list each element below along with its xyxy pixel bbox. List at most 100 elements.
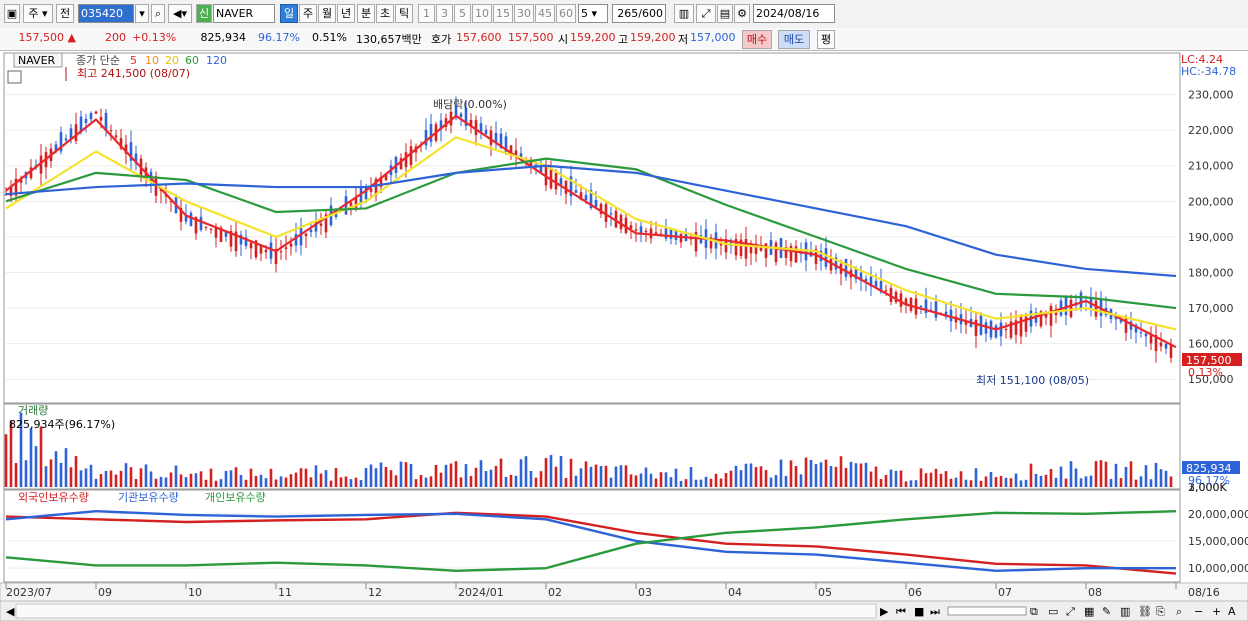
save-icon[interactable]: ▤ [717,4,733,23]
interval-10[interactable]: 10 [472,4,492,23]
stop-icon[interactable]: ■ [914,605,924,618]
volume-bar [1159,469,1163,487]
candle-body [1164,343,1168,349]
volume-bar [169,472,173,487]
quote-bar: 157,500 ▲ 200 +0.13% 825,934 96.17% 0.51… [0,28,1248,51]
volume-bar [744,463,748,487]
code-input[interactable]: 035420 [78,4,134,23]
volume-bar [1124,466,1128,487]
period-month[interactable]: 월 [318,4,336,23]
volume-bar [299,468,303,487]
candle-body [754,243,758,255]
panel-menu-icon[interactable] [7,70,22,84]
volume-bar [44,466,48,487]
interval-5[interactable]: 5 [454,4,471,23]
candle-body [749,243,753,254]
volume-bar [79,470,83,487]
scroll-right-icon[interactable]: ▶ [880,605,889,618]
current-price-tag [1182,353,1242,366]
interval-1[interactable]: 1 [418,4,435,23]
candle-body [249,242,253,249]
candle-body [399,158,403,170]
drawing-icon[interactable]: ✎ [1102,605,1111,618]
font-size-icon[interactable]: A [1228,605,1236,618]
volume-bar [1014,473,1018,487]
volume-tick-label: 2,000K [1188,481,1227,494]
first-page-icon[interactable]: ⏮ [896,605,906,618]
volume-bar [779,459,783,487]
last-page-icon[interactable]: ⏭ [930,605,940,618]
volume-bar [379,462,383,487]
period-week[interactable]: 주 [299,4,317,23]
volume-bar [239,474,243,487]
volume-bar [784,475,788,487]
candle-body [1094,300,1098,317]
bars-icon[interactable]: ▥ [1120,605,1130,618]
scroll-track[interactable] [15,603,877,619]
volume-bar [964,479,968,487]
candle-icon[interactable]: ▥ [674,4,694,23]
compare-icon[interactable]: ⤢ [696,4,716,23]
volume-bar [409,463,413,487]
interval-select[interactable]: 5 ▾ [578,4,608,23]
grid-icon[interactable]: ▦ [1084,605,1094,618]
zoom-slider[interactable] [947,606,1027,616]
volume-bar [1154,462,1158,487]
candle-body [84,118,88,123]
candle-body [514,150,518,157]
zoom-out-icon[interactable]: − [1194,605,1203,618]
mode-button[interactable]: 전 [56,4,74,23]
gear-icon[interactable]: ⚙ [734,4,750,23]
legend-foreign: 외국인보유수량 [18,491,89,504]
candle-body [624,217,628,234]
volume-bar [994,477,998,487]
volume-bar [664,472,668,487]
volume-bar [909,480,913,487]
interval-3[interactable]: 3 [436,4,453,23]
candle-body [759,246,763,251]
candle-body [504,136,508,152]
date-field[interactable]: 2024/08/16 [753,4,835,23]
candle-body [709,237,713,249]
code-dropdown-icon[interactable]: ▾ [135,4,149,23]
magnifier-icon[interactable]: ⌕ [1176,605,1182,618]
stock-chart[interactable]: 230,000 220,000 210,000 200,000 190,000 180,0… [0,51,1248,621]
copy-icon[interactable]: ⎘ [1156,605,1165,618]
interval-60[interactable]: 60 [556,4,576,23]
stock-name-field[interactable]: NAVER [213,4,275,23]
period-year[interactable]: 년 [337,4,355,23]
expand-icon[interactable]: ⤢ [1066,605,1075,618]
volume-bar [674,468,678,487]
count-field[interactable]: 265/600 [612,4,666,23]
speaker-icon[interactable]: ◀▾ [168,4,192,23]
buy-button[interactable]: 매수 [742,30,772,49]
period-minute[interactable]: 분 [357,4,375,23]
x-label: 09 [98,586,112,599]
layout-icon[interactable]: ⧉ [1030,605,1038,618]
period-day[interactable]: 일 [280,4,298,23]
period-second[interactable]: 초 [376,4,394,23]
type-select[interactable]: 주 ▾ [23,4,53,23]
scroll-left-icon[interactable]: ◀ [6,605,15,618]
avg-button[interactable]: 평 [817,30,835,49]
candle-body [694,232,698,252]
link-icon[interactable]: ⛓ [1138,605,1152,618]
volume-bar [189,473,193,487]
volume-bar [259,474,263,487]
period-tick[interactable]: 틱 [395,4,413,23]
ma-legend-120: 120 [206,54,227,67]
window-icon[interactable]: ▣ [4,4,20,23]
x-label: 08/16 [1188,586,1220,599]
volume-bar [484,471,488,487]
interval-30[interactable]: 30 [514,4,534,23]
sell-button[interactable]: 매도 [778,30,810,49]
volume-bar [634,475,638,487]
window-icon-2[interactable]: ▭ [1048,605,1058,618]
volume-bar [944,471,948,487]
candle-body [379,176,383,187]
search-icon[interactable]: ⌕ [151,4,165,23]
volume-bar [669,477,673,487]
interval-45[interactable]: 45 [535,4,555,23]
zoom-in-icon[interactable]: + [1212,605,1221,618]
interval-15[interactable]: 15 [493,4,513,23]
